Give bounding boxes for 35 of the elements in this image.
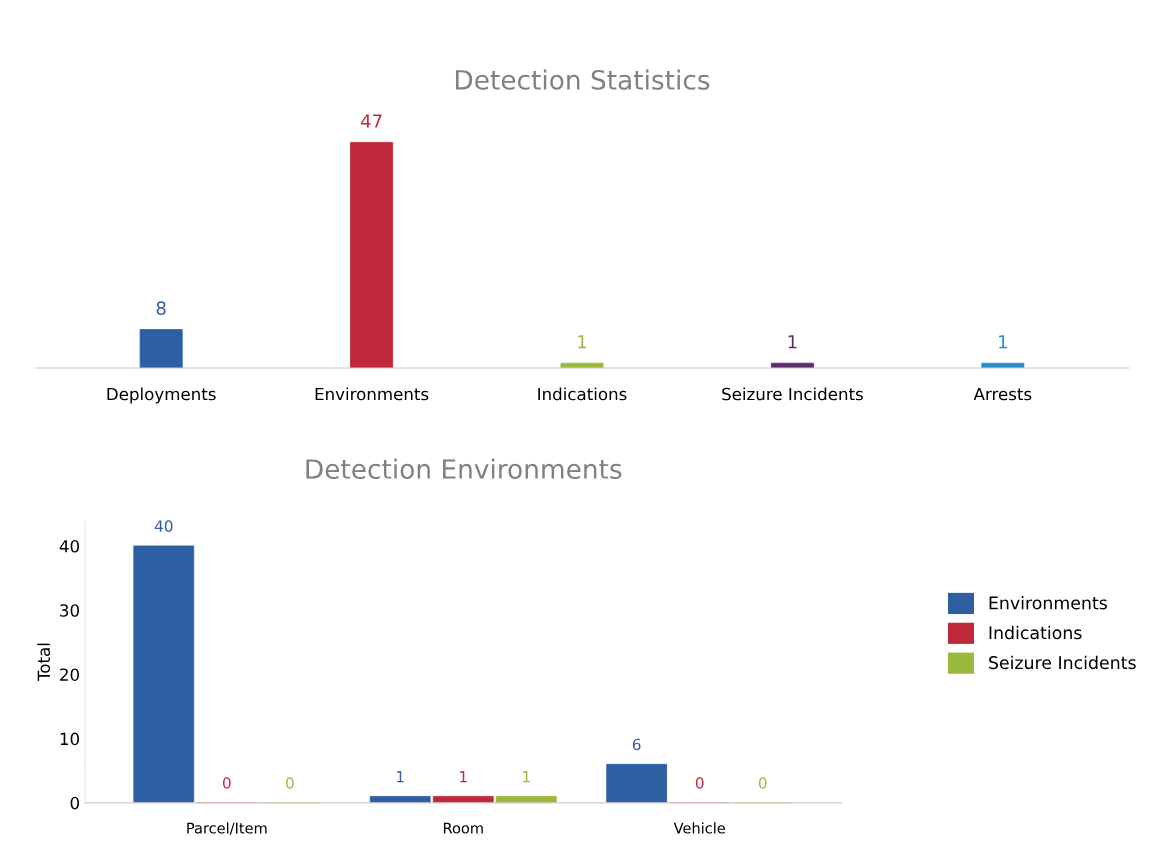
x-tick-label: Vehicle (673, 822, 726, 834)
y-tick-label: 10 (60, 732, 79, 746)
bar (133, 545, 195, 803)
data-label: 1 (578, 335, 587, 349)
data-label: 0 (286, 777, 294, 789)
x-tick-label: Arrests (973, 387, 1032, 401)
legend-label: Seizure Incidents (989, 655, 1136, 670)
y-tick-label: 0 (70, 796, 79, 810)
x-tick-label: Seizure Incidents (722, 387, 863, 401)
data-label: 0 (222, 777, 231, 789)
data-label: 1 (523, 771, 530, 783)
y-axis-title: Total (37, 643, 51, 682)
chart-title: Detection Environments (306, 458, 622, 479)
x-tick-label: Room (443, 822, 483, 834)
y-tick-label: 20 (60, 668, 79, 681)
data-label: 8 (156, 301, 166, 315)
x-tick-label: Indications (538, 387, 627, 401)
data-label: 40 (154, 520, 173, 532)
data-label: 1 (397, 771, 404, 783)
data-label: 1 (460, 771, 467, 783)
chart-title: Detection Statistics (455, 69, 710, 90)
bar (606, 763, 668, 803)
x-tick-label: Environments (315, 387, 429, 401)
data-label: 1 (788, 335, 797, 349)
x-tick-label: Parcel/Item (187, 822, 267, 835)
legend-label: Indications (989, 625, 1082, 640)
x-tick-label: Deployments (107, 387, 216, 404)
y-tick-label: 30 (60, 604, 79, 617)
data-label: 0 (758, 777, 767, 789)
y-tick-label: 40 (59, 539, 79, 553)
data-label: 6 (632, 738, 641, 751)
data-label: 47 (360, 114, 382, 128)
legend-label: Environments (989, 595, 1107, 610)
data-label: 1 (999, 335, 1007, 349)
data-label: 0 (695, 777, 704, 789)
